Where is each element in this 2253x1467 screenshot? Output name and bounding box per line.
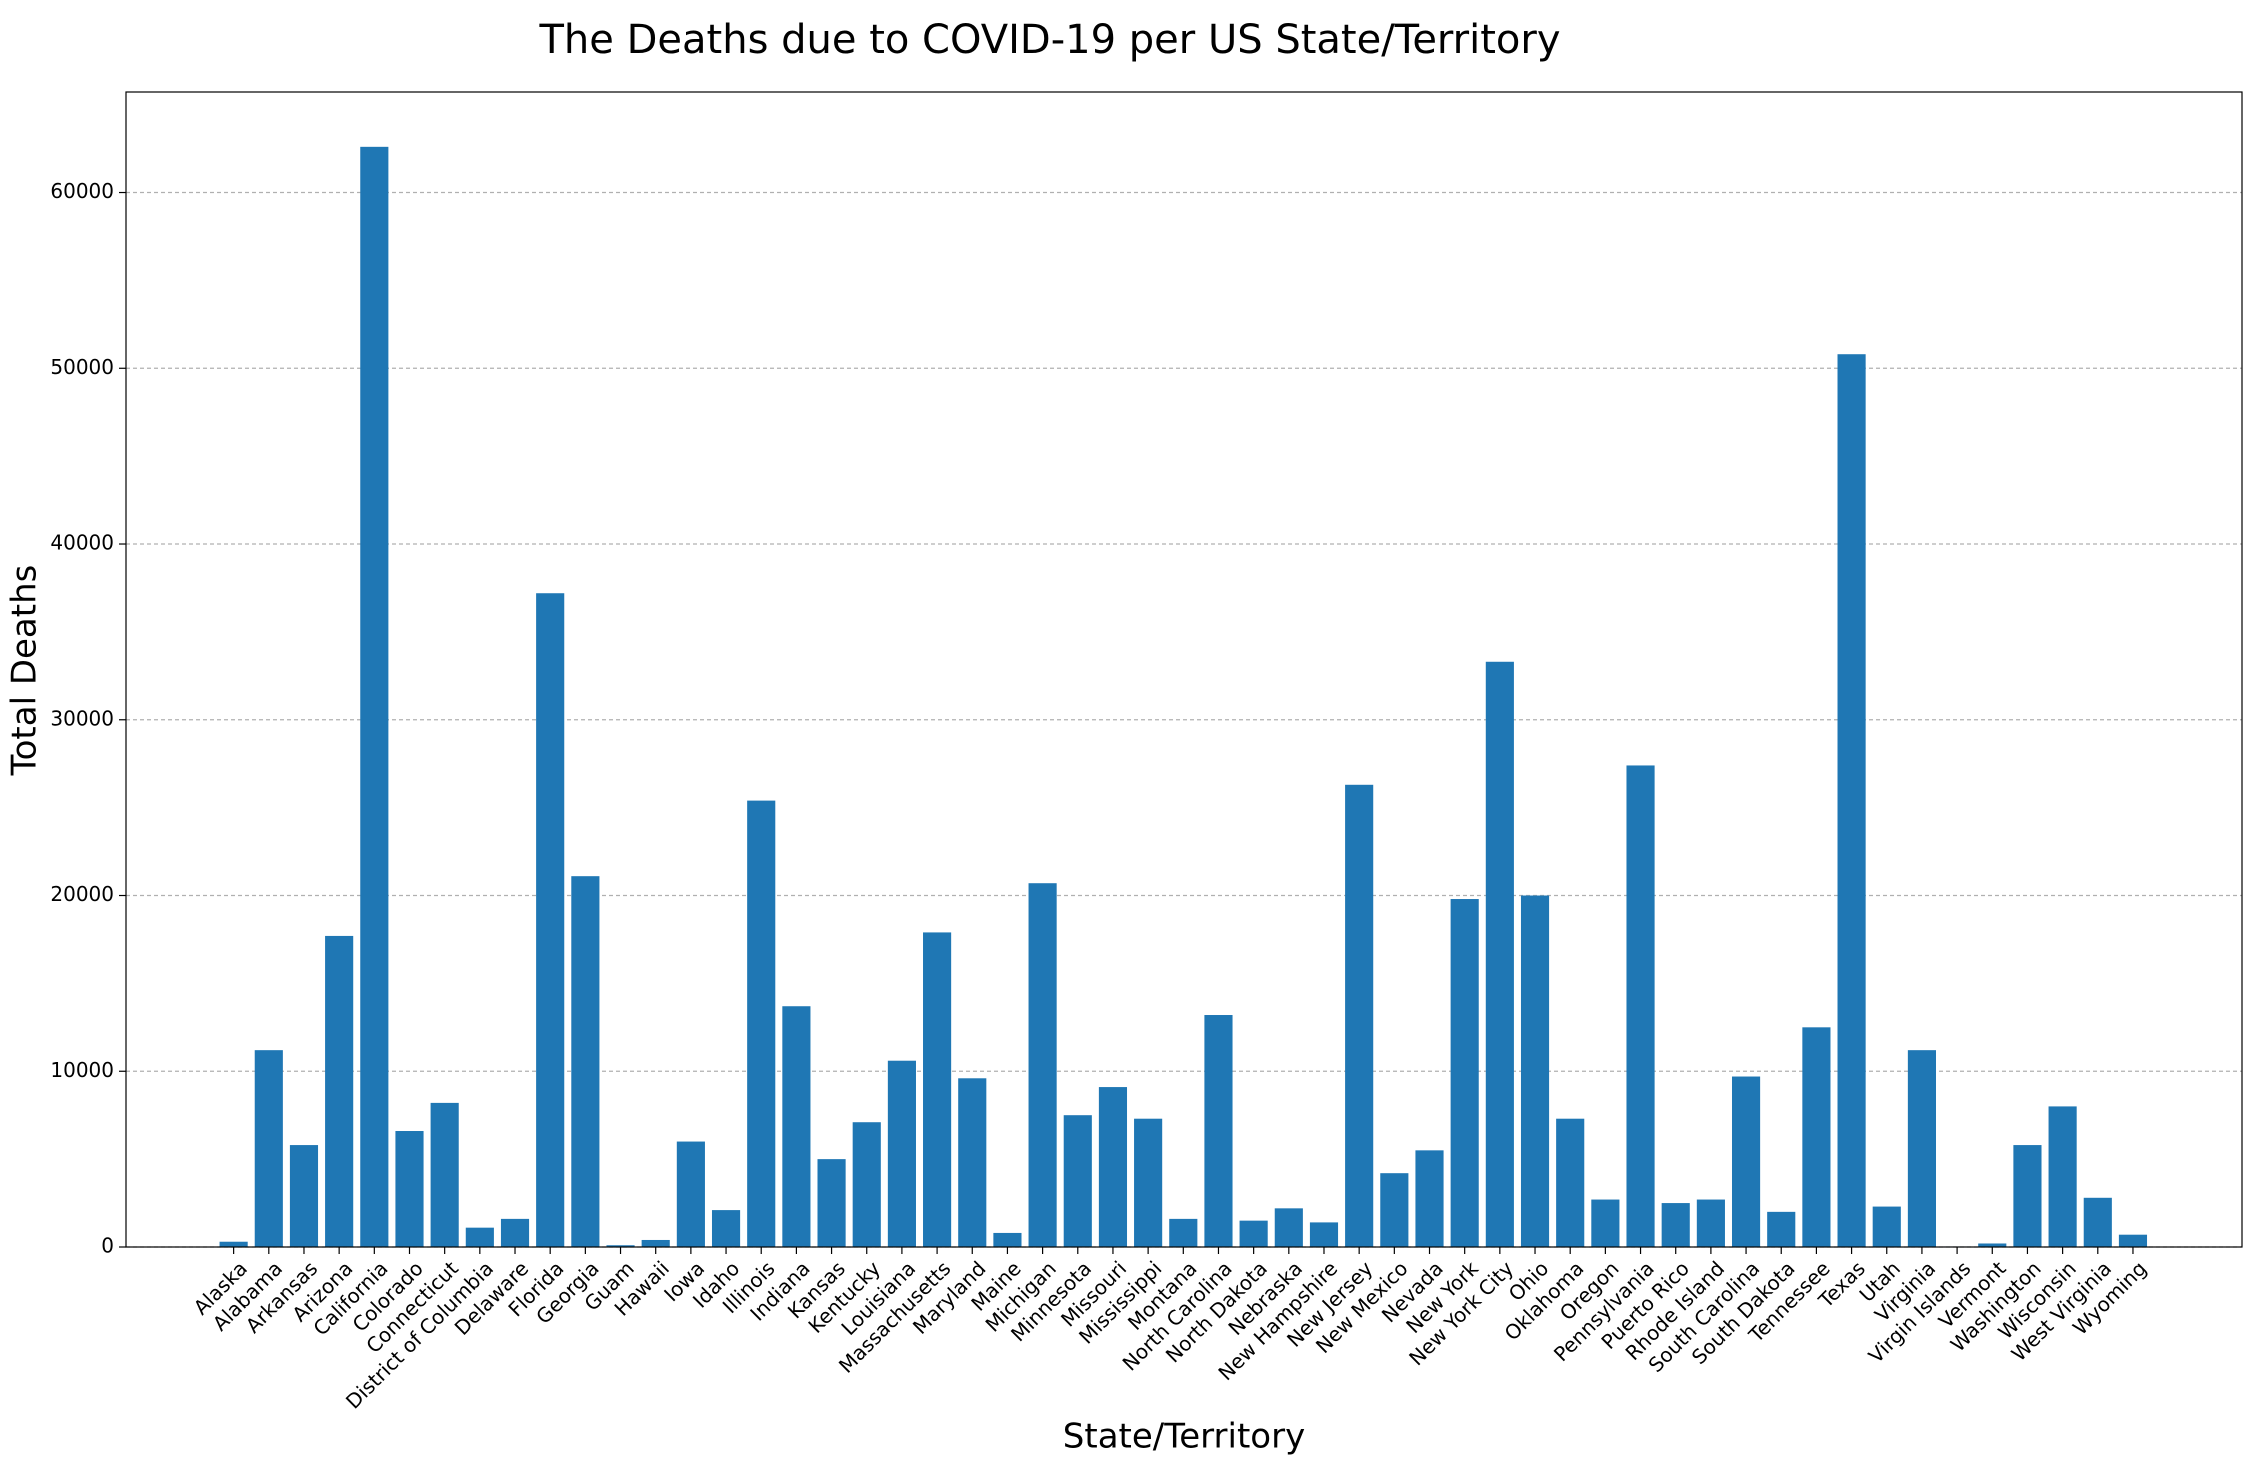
bar: [571, 876, 600, 1247]
bar: [360, 146, 389, 1247]
plot-frame: [125, 91, 2243, 1248]
bar: [1696, 1199, 1725, 1247]
y-tick-label: 40000: [50, 531, 114, 555]
bar: [676, 1141, 705, 1247]
bar: [1274, 1208, 1303, 1247]
bar: [430, 1102, 459, 1247]
bar: [817, 1159, 846, 1247]
bar: [536, 593, 565, 1247]
bar: [1098, 1087, 1128, 1247]
bar: [747, 800, 776, 1247]
bar: [1978, 1243, 2007, 1247]
bar: [395, 1131, 424, 1247]
bar: [852, 1122, 881, 1247]
bar: [254, 1050, 283, 1247]
bar: [1169, 1218, 1198, 1247]
y-tick-label: 10000: [50, 1058, 114, 1082]
y-tick-label: 50000: [50, 355, 114, 379]
bar: [1063, 1115, 1092, 1247]
bar: [1134, 1118, 1163, 1247]
bar: [782, 1006, 811, 1247]
bar: [289, 1145, 319, 1247]
y-tick-label: 30000: [50, 706, 114, 730]
bar: [1591, 1199, 1620, 1247]
bar: [1450, 899, 1479, 1247]
bar: [325, 935, 354, 1247]
bar: [1380, 1173, 1409, 1247]
bar: [2118, 1234, 2148, 1247]
bar: [1520, 895, 1550, 1247]
bar: [1872, 1206, 1901, 1247]
bar: [1767, 1211, 1796, 1247]
bar: [1837, 354, 1866, 1247]
bar: [1309, 1222, 1339, 1247]
bar: [500, 1218, 530, 1247]
bar: [465, 1227, 494, 1247]
chart-title: The Deaths due to COVID-19 per US State/…: [539, 17, 1561, 63]
bar: [993, 1232, 1022, 1247]
bar: [1556, 1118, 1585, 1247]
bar: [1239, 1220, 1268, 1247]
y-tick-label: 60000: [50, 179, 114, 203]
bar: [2083, 1197, 2112, 1247]
bar: [1204, 1015, 1233, 1247]
bar: [711, 1210, 741, 1247]
bar: [1661, 1203, 1690, 1247]
bar: [1028, 883, 1057, 1247]
bar: [219, 1241, 248, 1247]
bar: [923, 932, 952, 1247]
bar: [1731, 1076, 1761, 1247]
x-axis-label: State/Territory: [1063, 1417, 1305, 1457]
bar: [1415, 1150, 1444, 1247]
bar: [1345, 784, 1374, 1247]
bar: [606, 1245, 635, 1247]
bar: [641, 1239, 670, 1247]
y-tick-label: 20000: [50, 882, 114, 906]
bar: [887, 1060, 916, 1247]
bar: [1626, 765, 1655, 1247]
bar: [2048, 1106, 2077, 1247]
bar: [2013, 1145, 2042, 1247]
bar: [958, 1078, 987, 1247]
y-tick-label: 0: [101, 1234, 114, 1258]
bar: [1485, 661, 1514, 1247]
bar: [1907, 1050, 1936, 1247]
bar: [1802, 1027, 1831, 1247]
y-axis-label: Total Deaths: [5, 565, 45, 777]
